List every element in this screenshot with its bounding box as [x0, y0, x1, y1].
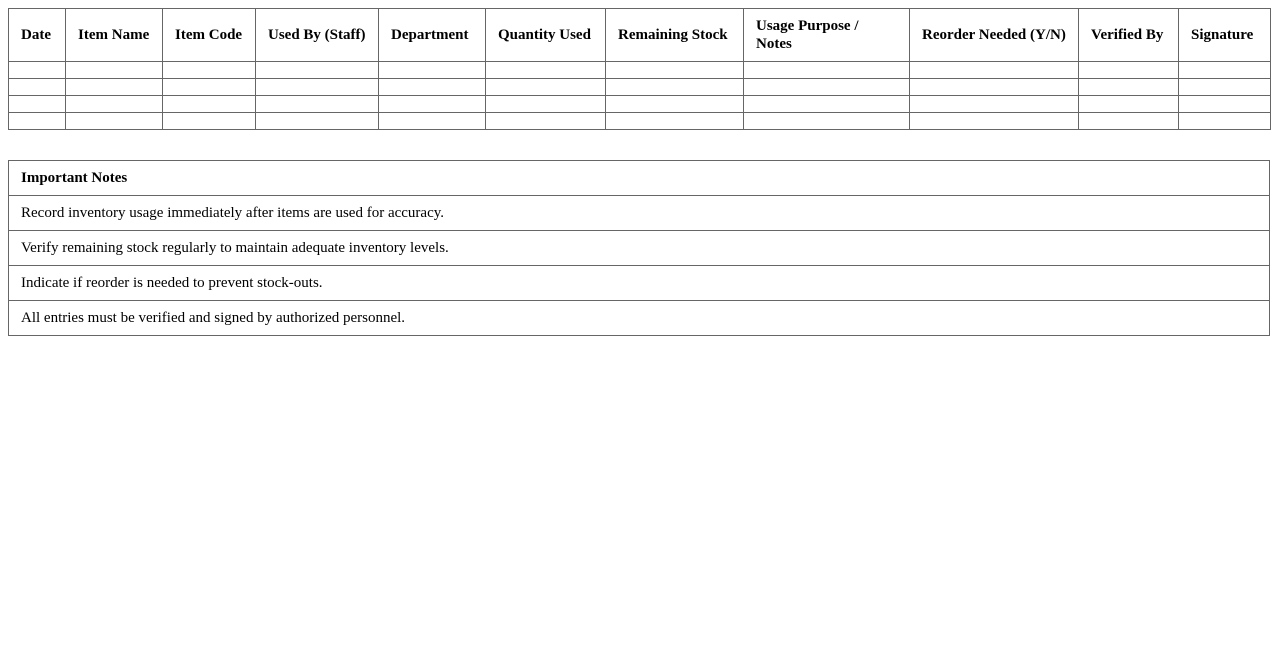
table-cell[interactable]: [1178, 61, 1271, 79]
important-notes-table: Important Notes Record inventory usage i…: [8, 160, 1270, 336]
table-cell[interactable]: [162, 95, 256, 113]
table-cell[interactable]: [378, 78, 486, 96]
table-cell[interactable]: [1078, 61, 1179, 79]
table-cell[interactable]: [909, 95, 1079, 113]
header-row: Date Item Name Item Code Used By (Staff)…: [8, 8, 1271, 62]
table-cell[interactable]: [743, 61, 910, 79]
header-used-by: Used By (Staff): [255, 8, 379, 62]
table-cell[interactable]: [1178, 112, 1271, 130]
table-cell[interactable]: [485, 95, 606, 113]
note-item: All entries must be verified and signed …: [8, 300, 1270, 336]
table-cell[interactable]: [1178, 78, 1271, 96]
table-cell[interactable]: [909, 112, 1079, 130]
table-cell[interactable]: [605, 61, 744, 79]
table-cell[interactable]: [605, 95, 744, 113]
table-cell[interactable]: [8, 61, 66, 79]
table-cell[interactable]: [909, 78, 1079, 96]
header-department: Department: [378, 8, 486, 62]
table-cell[interactable]: [65, 95, 163, 113]
header-signature: Signature: [1178, 8, 1271, 62]
table-row: [8, 95, 1271, 113]
header-usage-purpose: Usage Purpose / Notes: [743, 8, 910, 62]
inventory-usage-log-table: Date Item Name Item Code Used By (Staff)…: [8, 8, 1271, 130]
header-item-name: Item Name: [65, 8, 163, 62]
table-cell[interactable]: [378, 95, 486, 113]
table-cell[interactable]: [255, 112, 379, 130]
header-verified-by: Verified By: [1078, 8, 1179, 62]
table-cell[interactable]: [162, 112, 256, 130]
table-cell[interactable]: [65, 61, 163, 79]
table-cell[interactable]: [8, 95, 66, 113]
table-cell[interactable]: [1178, 95, 1271, 113]
table-cell[interactable]: [605, 78, 744, 96]
table-cell[interactable]: [485, 61, 606, 79]
table-cell[interactable]: [909, 61, 1079, 79]
table-cell[interactable]: [162, 61, 256, 79]
table-cell[interactable]: [1078, 95, 1179, 113]
table-cell[interactable]: [743, 95, 910, 113]
table-cell[interactable]: [1078, 112, 1179, 130]
table-cell[interactable]: [255, 78, 379, 96]
header-reorder-needed: Reorder Needed (Y/N): [909, 8, 1079, 62]
table-cell[interactable]: [65, 112, 163, 130]
table-cell[interactable]: [485, 112, 606, 130]
table-cell[interactable]: [65, 78, 163, 96]
table-row: [8, 112, 1271, 130]
table-row: [8, 61, 1271, 79]
log-body: [8, 61, 1271, 130]
table-cell[interactable]: [1078, 78, 1179, 96]
table-cell[interactable]: [743, 112, 910, 130]
table-cell[interactable]: [8, 112, 66, 130]
table-cell[interactable]: [162, 78, 256, 96]
header-date: Date: [8, 8, 66, 62]
header-remaining-stock: Remaining Stock: [605, 8, 744, 62]
table-cell[interactable]: [605, 112, 744, 130]
table-cell[interactable]: [255, 61, 379, 79]
note-item: Verify remaining stock regularly to main…: [8, 230, 1270, 266]
note-item: Indicate if reorder is needed to prevent…: [8, 265, 1270, 301]
table-cell[interactable]: [485, 78, 606, 96]
table-cell[interactable]: [378, 112, 486, 130]
table-cell[interactable]: [8, 78, 66, 96]
table-cell[interactable]: [743, 78, 910, 96]
header-quantity-used: Quantity Used: [485, 8, 606, 62]
note-item: Record inventory usage immediately after…: [8, 195, 1270, 231]
table-cell[interactable]: [378, 61, 486, 79]
header-item-code: Item Code: [162, 8, 256, 62]
table-row: [8, 78, 1271, 96]
table-cell[interactable]: [255, 95, 379, 113]
notes-title: Important Notes: [8, 160, 1270, 196]
